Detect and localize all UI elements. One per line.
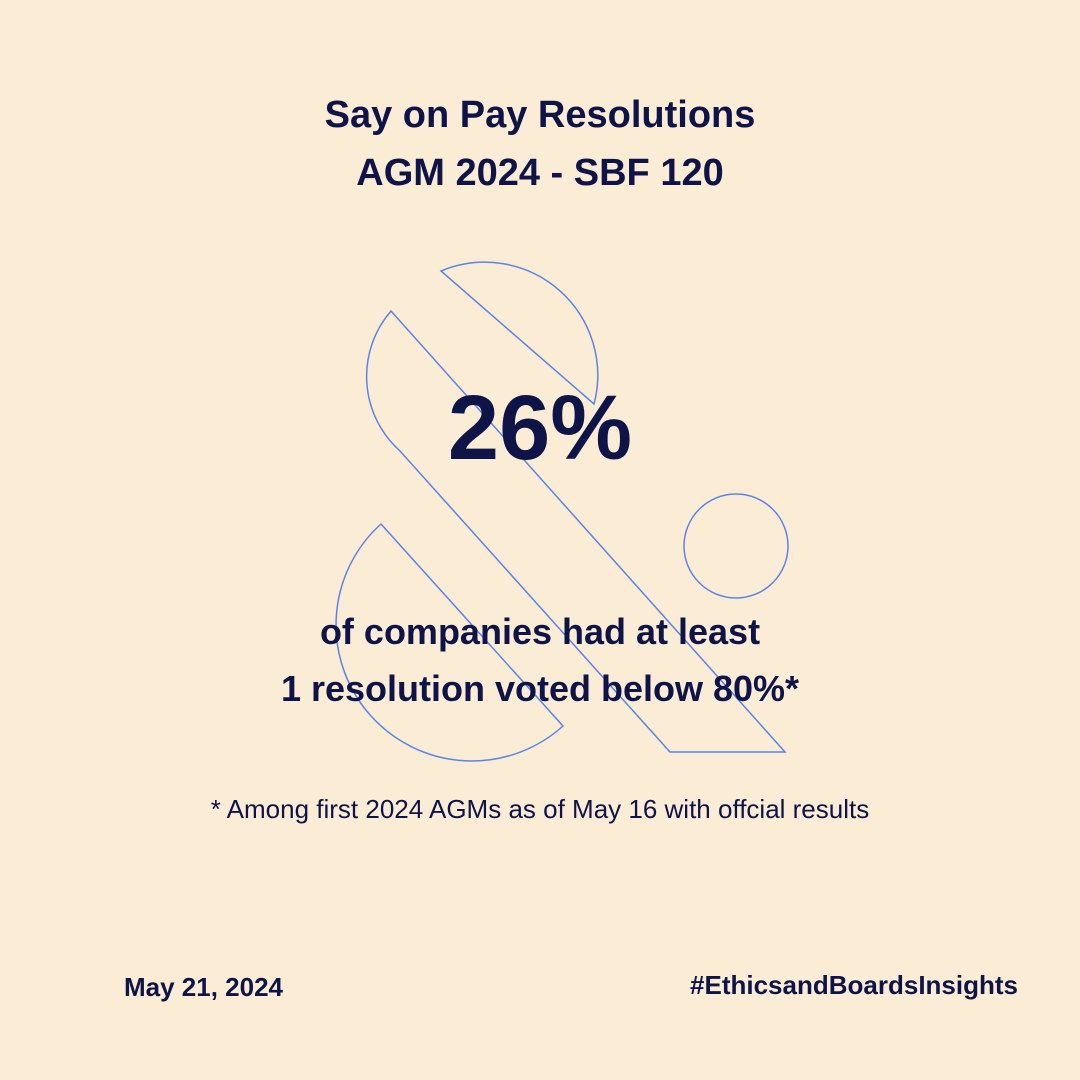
ampersand-top-arc <box>439 261 599 406</box>
footer-hashtag: #EthicsandBoardsInsights <box>690 970 1018 1000</box>
footer-date: May 21, 2024 <box>124 972 284 1002</box>
footnote: * Among first 2024 AGMs as of May 16 wit… <box>210 794 870 824</box>
stat-description-line-2: 1 resolution voted below 80%* <box>280 668 800 709</box>
title-line-2: AGM 2024 - SBF 120 <box>356 152 724 194</box>
ampersand-diagonal-band <box>365 309 787 753</box>
stat-value: 26% <box>447 377 633 479</box>
ampersand-dot <box>683 493 789 599</box>
ampersand-bottom-arc <box>335 522 565 762</box>
title-line-1: Say on Pay Resolutions <box>324 94 756 136</box>
stat-description-line-1: of companies had at least <box>319 611 761 652</box>
